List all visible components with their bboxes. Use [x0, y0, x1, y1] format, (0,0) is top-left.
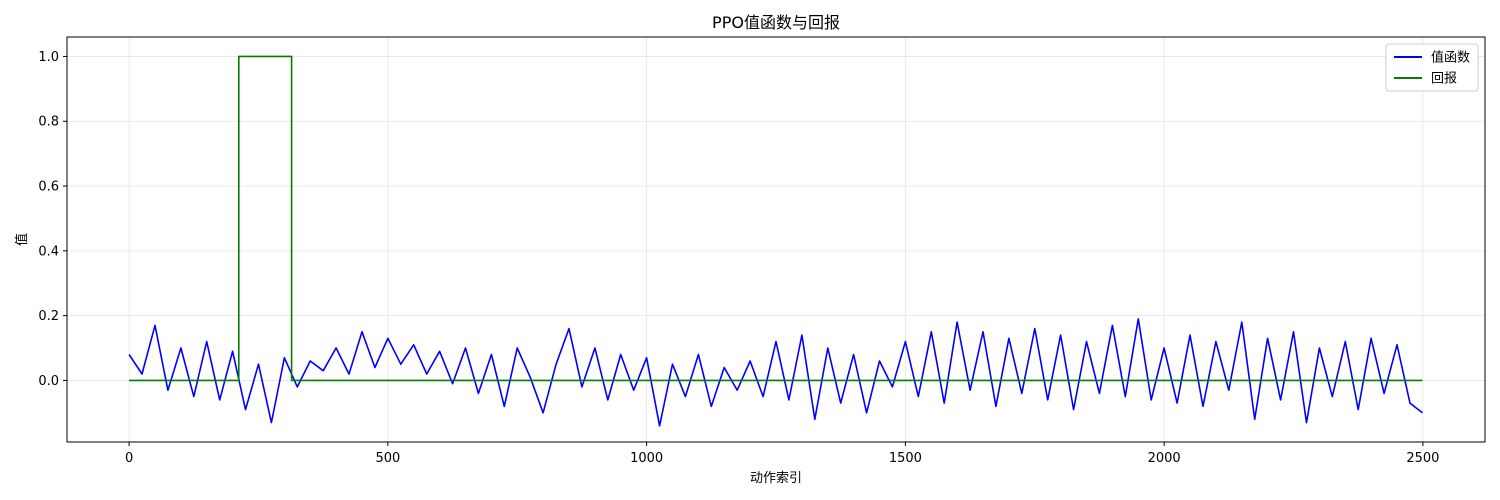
x-tick-label: 1500 [889, 451, 922, 466]
y-tick-label: 0.4 [38, 244, 59, 259]
y-tick-label: 0.2 [38, 309, 59, 324]
x-tick-label: 1000 [630, 451, 663, 466]
x-tick-label: 500 [375, 451, 400, 466]
legend-label: 回报 [1431, 72, 1457, 87]
y-tick-label: 0.6 [38, 180, 59, 195]
ticks: 0 500 1000 1500 2000 2500 0.0 0.2 0.4 0.6 0.8 1.0 [38, 50, 1439, 466]
legend-box [1385, 43, 1479, 92]
legend-label: 值函数 [1431, 50, 1470, 66]
x-tick-label: 2000 [1148, 451, 1181, 466]
series-line-0 [128, 318, 1423, 427]
series-layer [128, 55, 1423, 427]
y-tick-label: 0.8 [38, 115, 59, 130]
series-line-1 [129, 55, 1423, 382]
x-tick-label: 0 [125, 451, 133, 466]
x-tick-label: 2500 [1406, 451, 1439, 466]
plot-frame [66, 36, 1486, 443]
y-tick-label: 0.0 [38, 374, 59, 389]
chart-title: PPO值函数与回报 [712, 13, 840, 32]
y-tick-label: 1.0 [38, 50, 59, 65]
x-axis-label: 动作索引 [750, 471, 802, 486]
y-axis-label: 值 [14, 233, 30, 246]
